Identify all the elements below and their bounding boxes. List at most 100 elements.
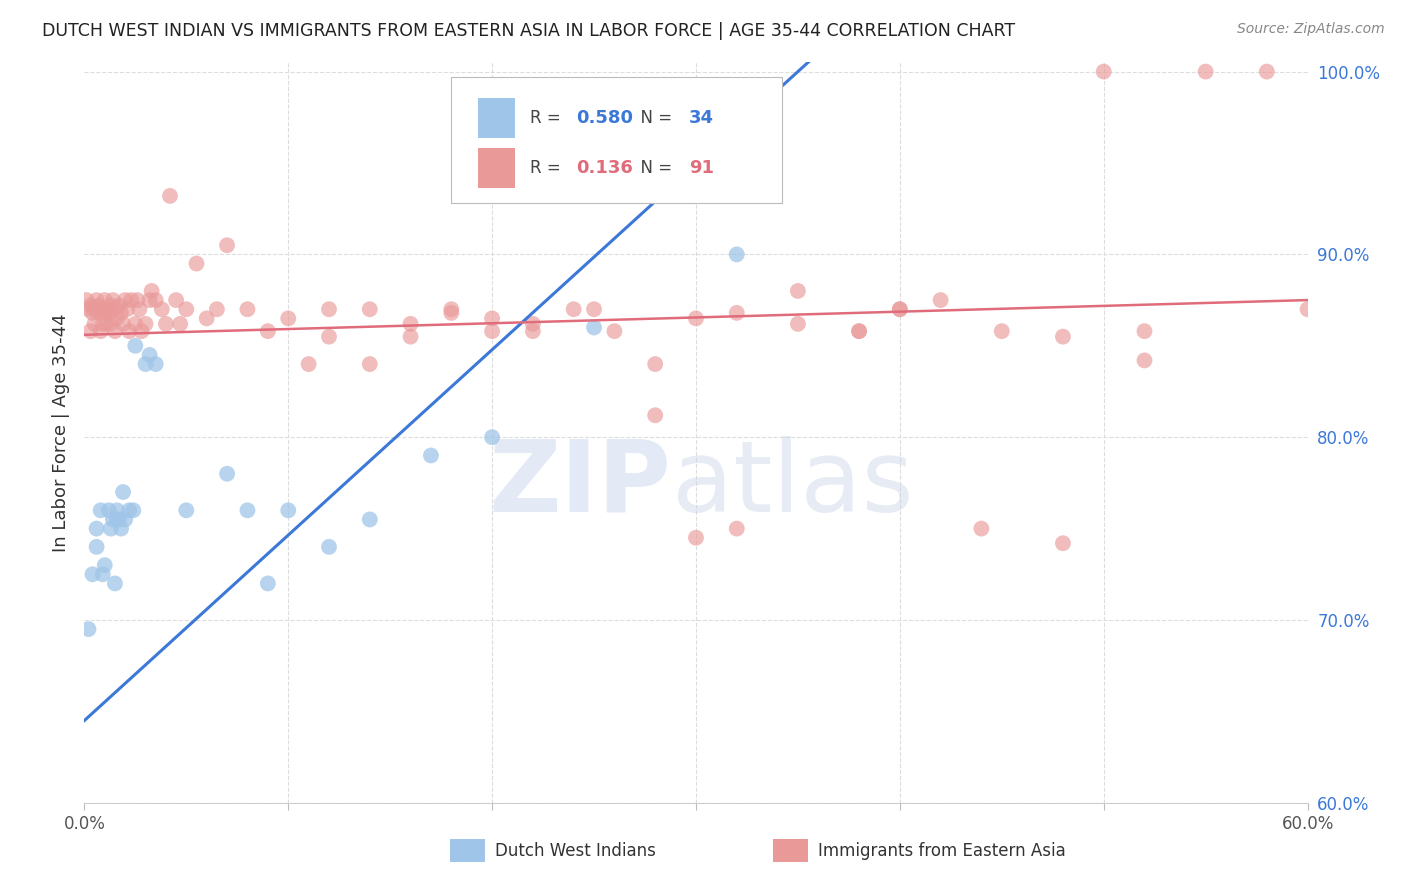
Point <box>848 324 870 338</box>
Point <box>101 512 124 526</box>
Point <box>644 357 666 371</box>
Point <box>83 317 105 331</box>
Point <box>112 485 135 500</box>
Point <box>86 522 108 536</box>
Point <box>97 503 120 517</box>
Point <box>100 317 122 331</box>
Text: R =: R = <box>530 109 565 127</box>
Text: R =: R = <box>530 159 565 177</box>
Point <box>318 540 340 554</box>
Point <box>97 306 120 320</box>
Point <box>644 409 666 423</box>
Point <box>174 302 197 317</box>
Text: ZIP: ZIP <box>489 436 672 533</box>
Point <box>1256 64 1278 78</box>
Point <box>93 293 115 307</box>
Point <box>217 467 239 481</box>
Point <box>685 531 707 545</box>
Point <box>257 576 280 591</box>
Point <box>1133 353 1156 368</box>
Text: 0.136: 0.136 <box>576 159 633 177</box>
Point <box>86 293 108 307</box>
Point <box>186 256 208 270</box>
Point <box>114 293 136 307</box>
Point <box>848 324 870 338</box>
Point <box>75 293 97 307</box>
Point <box>583 302 606 317</box>
Point <box>685 311 707 326</box>
Point <box>205 302 228 317</box>
Point <box>79 324 101 338</box>
Point <box>359 357 381 371</box>
Point <box>236 503 259 517</box>
Point <box>105 503 128 517</box>
Point <box>100 299 122 313</box>
Text: atlas: atlas <box>672 436 912 533</box>
Point <box>169 317 191 331</box>
Point <box>562 302 585 317</box>
Point <box>440 302 463 317</box>
Point <box>104 324 127 338</box>
Point <box>174 503 197 517</box>
Point <box>787 317 810 331</box>
Point <box>1195 64 1218 78</box>
Point <box>135 357 157 371</box>
Point <box>100 522 122 536</box>
Text: N =: N = <box>630 159 678 177</box>
Point <box>359 302 381 317</box>
Text: Dutch West Indians: Dutch West Indians <box>495 842 655 860</box>
Point <box>420 449 443 463</box>
Point <box>90 503 112 517</box>
Point <box>1052 536 1074 550</box>
Point <box>155 317 177 331</box>
Point <box>141 284 163 298</box>
Point <box>118 503 141 517</box>
Point <box>889 302 911 317</box>
Point <box>725 306 748 320</box>
Point <box>86 540 108 554</box>
Y-axis label: In Labor Force | Age 35-44: In Labor Force | Age 35-44 <box>52 313 70 552</box>
Point <box>889 302 911 317</box>
Text: Source: ZipAtlas.com: Source: ZipAtlas.com <box>1237 22 1385 37</box>
Point <box>725 247 748 261</box>
Point <box>135 317 157 331</box>
Point <box>101 293 124 307</box>
Point <box>991 324 1014 338</box>
Point <box>522 317 544 331</box>
Point <box>104 576 127 591</box>
Point <box>481 430 503 444</box>
Point <box>127 293 149 307</box>
Point <box>124 339 146 353</box>
Point <box>787 284 810 298</box>
Point <box>105 512 128 526</box>
Point <box>725 522 748 536</box>
Point <box>217 238 239 252</box>
Point <box>118 324 141 338</box>
Point <box>165 293 187 307</box>
Point <box>114 512 136 526</box>
Point <box>112 317 135 331</box>
Point <box>128 302 150 317</box>
Text: 34: 34 <box>689 109 714 127</box>
Point <box>145 357 167 371</box>
Point <box>236 302 259 317</box>
Point <box>91 317 114 331</box>
Point <box>277 503 299 517</box>
Point <box>87 299 110 313</box>
Point <box>93 558 115 573</box>
Point <box>929 293 952 307</box>
Point <box>481 324 503 338</box>
Text: Immigrants from Eastern Asia: Immigrants from Eastern Asia <box>818 842 1066 860</box>
Point <box>122 503 145 517</box>
Point <box>1296 302 1319 317</box>
Point <box>318 302 340 317</box>
Text: 91: 91 <box>689 159 714 177</box>
Point <box>115 302 138 317</box>
Point <box>522 324 544 338</box>
Point <box>257 324 280 338</box>
FancyBboxPatch shape <box>478 97 515 138</box>
Point <box>603 324 626 338</box>
Point <box>195 311 218 326</box>
Point <box>96 302 118 317</box>
Point <box>318 329 340 343</box>
